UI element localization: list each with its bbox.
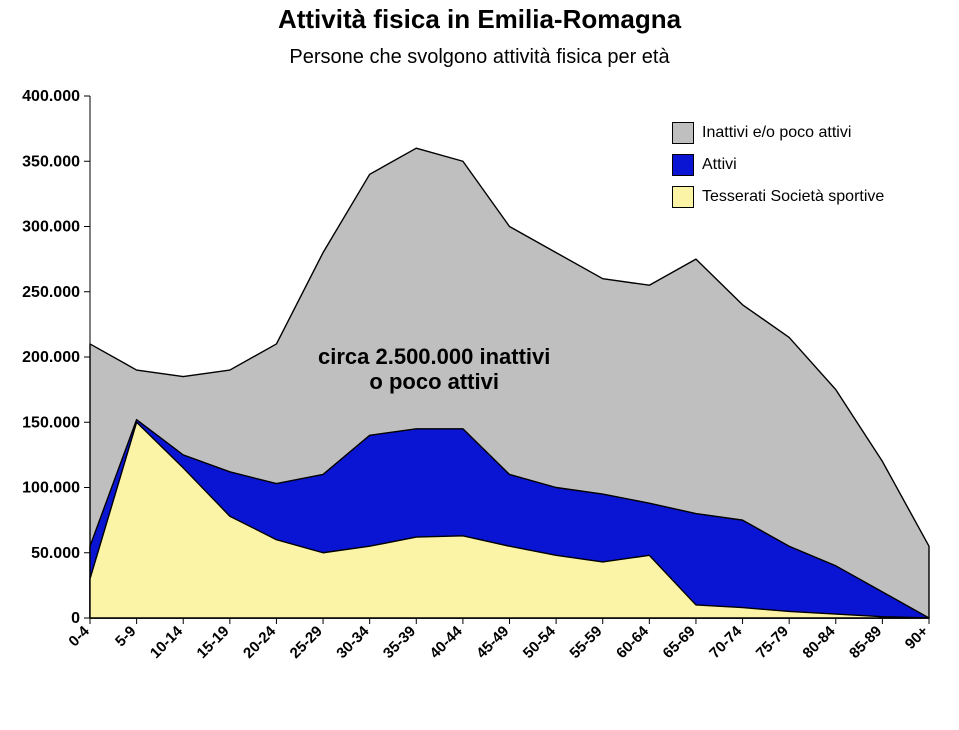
svg-text:90+: 90+ bbox=[902, 623, 932, 653]
svg-text:10-14: 10-14 bbox=[147, 622, 187, 662]
svg-text:100.000: 100.000 bbox=[22, 480, 80, 497]
svg-text:5-9: 5-9 bbox=[112, 623, 139, 650]
svg-text:85-89: 85-89 bbox=[846, 623, 885, 662]
svg-text:300.000: 300.000 bbox=[22, 219, 80, 236]
annotation-line2: o poco attivi bbox=[369, 369, 499, 394]
svg-text:70-74: 70-74 bbox=[706, 622, 746, 662]
legend-item-tesserati: Tesserati Società sportive bbox=[672, 186, 884, 208]
svg-text:20-24: 20-24 bbox=[240, 622, 280, 662]
legend-item-inactive: Inattivi e/o poco attivi bbox=[672, 122, 884, 144]
svg-text:15-19: 15-19 bbox=[194, 623, 233, 662]
svg-text:50-54: 50-54 bbox=[520, 622, 560, 662]
svg-text:30-34: 30-34 bbox=[333, 622, 373, 662]
annotation-line1: circa 2.500.000 inattivi bbox=[318, 344, 550, 369]
legend-swatch-icon bbox=[672, 122, 694, 144]
legend-label: Inattivi e/o poco attivi bbox=[702, 124, 851, 142]
chart-legend: Inattivi e/o poco attivi Attivi Tesserat… bbox=[672, 122, 884, 218]
legend-label: Tesserati Società sportive bbox=[702, 188, 884, 206]
legend-swatch-icon bbox=[672, 154, 694, 176]
svg-text:25-29: 25-29 bbox=[287, 623, 326, 662]
svg-text:55-59: 55-59 bbox=[566, 623, 605, 662]
svg-text:80-84: 80-84 bbox=[799, 622, 839, 662]
legend-label: Attivi bbox=[702, 156, 737, 174]
svg-text:75-79: 75-79 bbox=[753, 623, 792, 662]
svg-text:60-64: 60-64 bbox=[613, 622, 653, 662]
chart-subtitle: Persone che svolgono attività fisica per… bbox=[0, 46, 959, 69]
svg-text:200.000: 200.000 bbox=[22, 349, 80, 366]
legend-swatch-icon bbox=[672, 186, 694, 208]
svg-text:0-4: 0-4 bbox=[65, 622, 93, 650]
svg-text:250.000: 250.000 bbox=[22, 284, 80, 301]
svg-text:150.000: 150.000 bbox=[22, 414, 80, 431]
svg-text:50.000: 50.000 bbox=[31, 545, 80, 562]
legend-item-active: Attivi bbox=[672, 154, 884, 176]
svg-text:35-39: 35-39 bbox=[380, 623, 419, 662]
svg-text:65-69: 65-69 bbox=[660, 623, 699, 662]
chart-title: Attività fisica in Emilia-Romagna bbox=[0, 4, 959, 35]
page: Attività fisica in Emilia-Romagna Person… bbox=[0, 0, 959, 730]
chart-annotation: circa 2.500.000 inattivi o poco attivi bbox=[318, 344, 550, 395]
svg-text:350.000: 350.000 bbox=[22, 153, 80, 170]
svg-text:400.000: 400.000 bbox=[22, 88, 80, 105]
svg-text:40-44: 40-44 bbox=[427, 622, 467, 662]
svg-text:45-49: 45-49 bbox=[473, 623, 512, 662]
